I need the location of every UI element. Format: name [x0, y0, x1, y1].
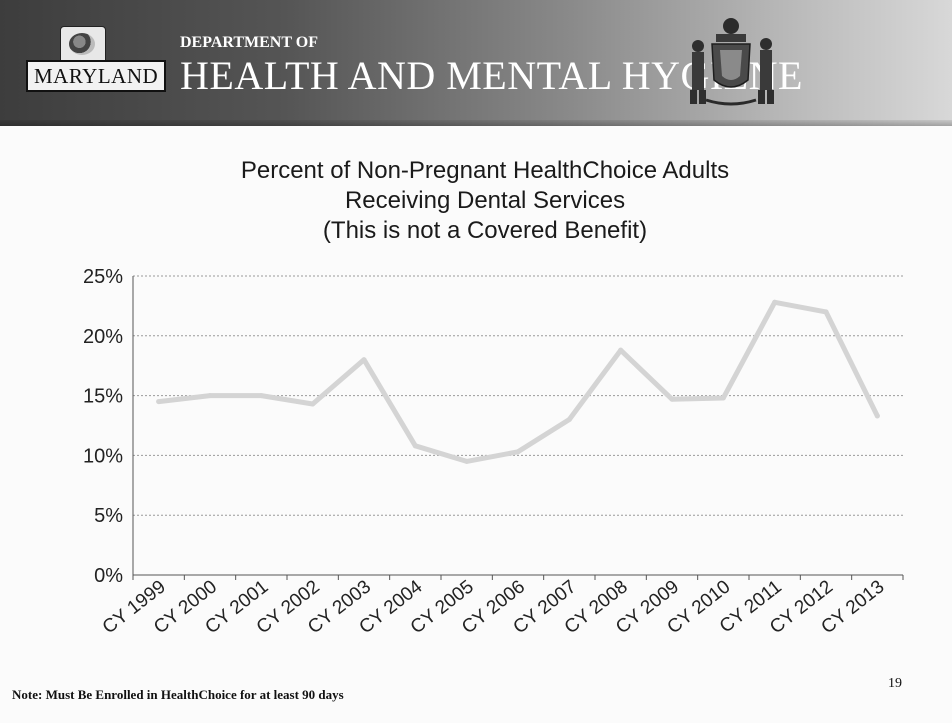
footnote: Note: Must Be Enrolled in HealthChoice f… — [12, 687, 344, 702]
data-point — [772, 299, 778, 305]
data-point — [258, 393, 264, 399]
data-point — [361, 357, 367, 363]
data-point — [156, 399, 162, 405]
page-number: 19 — [888, 676, 902, 691]
data-point — [669, 396, 675, 402]
data-point — [464, 458, 470, 464]
chart-title-line-2: Receiving Dental Services — [344, 187, 626, 214]
series-line — [156, 299, 880, 464]
y-tick-label: 0% — [94, 565, 123, 587]
y-tick-label: 10% — [83, 445, 123, 467]
y-tick-label: 5% — [94, 505, 123, 527]
maryland-logo: MARYLAND — [26, 26, 167, 92]
maryland-emblem-icon — [60, 26, 106, 64]
data-point — [515, 449, 521, 455]
data-point — [412, 443, 418, 449]
data-point — [207, 393, 213, 399]
state-seal-icon — [690, 18, 774, 106]
header-banner: MARYLAND DEPARTMENT OF HEALTH AND MENTAL… — [0, 0, 952, 126]
data-point — [823, 309, 829, 315]
chart-title-line-3: (This is not a Covered Benefit) — [322, 217, 648, 244]
chart-title-line-1: Percent of Non-Pregnant HealthChoice Adu… — [240, 157, 730, 184]
data-point — [310, 401, 316, 407]
data-point — [618, 347, 624, 353]
chart-title: Percent of Non-Pregnant HealthChoice Adu… — [120, 156, 850, 246]
data-point — [566, 417, 572, 423]
y-tick-label: 20% — [83, 326, 123, 348]
y-tick-label: 25% — [83, 266, 123, 288]
logo-text: MARYLAND — [26, 60, 167, 92]
data-point — [874, 413, 880, 419]
y-tick-label: 15% — [83, 386, 123, 408]
data-point — [720, 395, 726, 401]
department-of-label: DEPARTMENT OF — [180, 34, 318, 51]
